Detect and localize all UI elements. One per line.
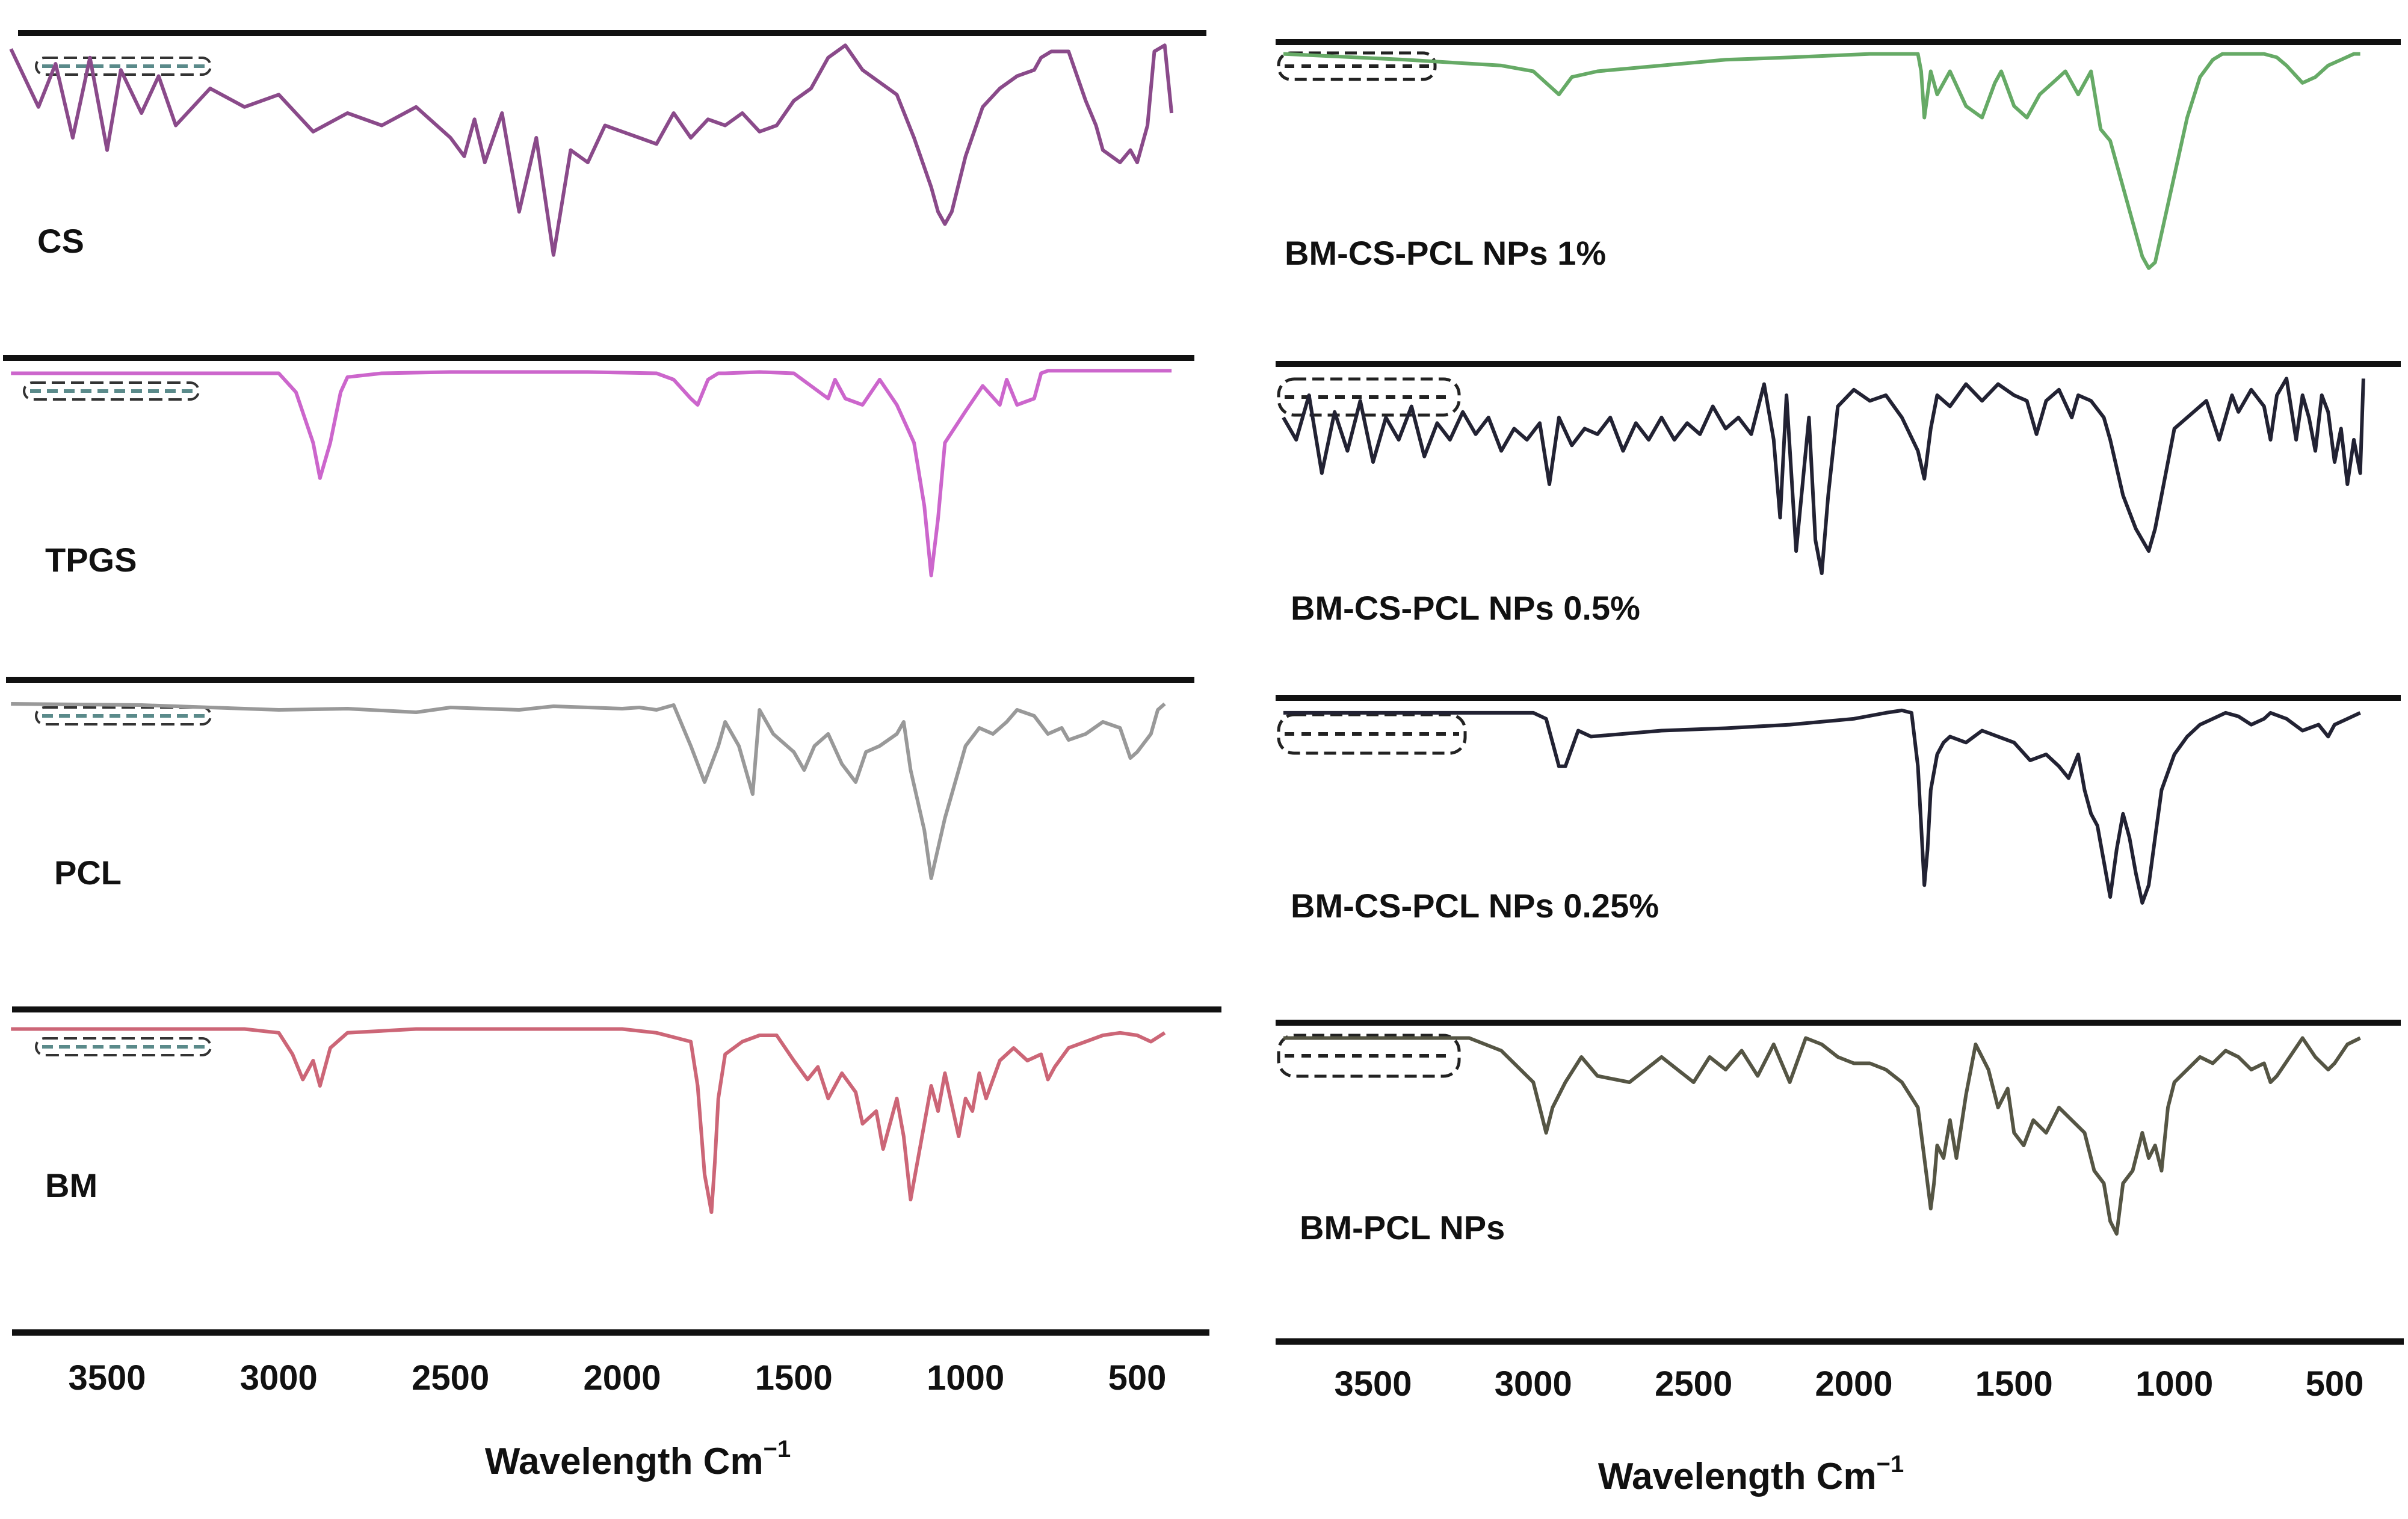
spectrum-label-bm-cs-pcl-025pct: BM-CS-PCL NPs 0.25% [1291,887,1659,925]
legend-glyph [23,381,200,401]
spectrum-line-tpgs [11,369,1172,578]
legend-glyph [1277,1034,1461,1078]
spectrum-label-pcl: PCL [54,854,122,892]
panel-bm-pcl: BM-PCL NPs [1276,1020,2401,1246]
spectrum-line-cs [9,43,1174,257]
spectrum-line-bm-cs-pcl-05pct [1282,377,2365,575]
x-axis-title: Wavelength Cm−1 [485,1436,791,1482]
x-tick-label: 2000 [583,1358,661,1397]
spectrum-label-bm-cs-pcl-05pct: BM-CS-PCL NPs 0.5% [1291,589,1640,627]
x-tick-label: 3500 [1334,1364,1412,1403]
spectrum-line [1283,1036,2361,1236]
x-axis-ticks: 3500 3000 2500 2000 1500 1000 500 [68,1358,1166,1397]
panel-cs: CS [9,30,1206,260]
panel-pcl: PCL [6,677,1194,892]
spectrum-line-pcl [11,702,1166,880]
x-tick-label: 2500 [412,1358,489,1397]
spectrum-line [11,1027,1166,1214]
x-axis-title-unit-exponent: −1 [764,1436,791,1462]
spectrum-label-tpgs: TPGS [45,541,137,579]
x-tick-label: 3000 [1495,1364,1572,1403]
x-tick-label: 3000 [240,1358,318,1397]
panel-bm-cs-pcl-025pct: BM-CS-PCL NPs 0.25% [1276,695,2401,925]
x-axis-title-main: Wavelength Cm [485,1441,764,1482]
spectrum-line-bm [11,1027,1166,1214]
spectrum-label-cs: CS [37,222,84,260]
spectrum-line [1283,52,2360,270]
spectrum-line-bm-pcl [1283,1036,2361,1236]
panel-bm-cs-pcl-05pct: BM-CS-PCL NPs 0.5% [1276,361,2401,627]
spectrum-line [11,702,1166,880]
spectrum-label-bm-cs-pcl-1pct: BM-CS-PCL NPs 1% [1285,234,1606,272]
spectrum-line-bm-cs-pcl-1pct [1283,52,2360,270]
spectrum-line [1283,708,2361,905]
x-tick-label: 500 [2306,1364,2364,1403]
x-tick-label: 1000 [927,1358,1004,1397]
panel-bm: BM [11,1006,1221,1214]
spectrum-line [9,43,1174,257]
panel-tpgs: TPGS [3,355,1194,579]
x-axis-title-main: Wavelength Cm [1598,1456,1877,1497]
x-tick-label: 1500 [755,1358,833,1397]
x-tick-label: 500 [1108,1358,1167,1397]
legend-glyph [1277,51,1437,81]
x-axis-ticks: 3500 3000 2500 2000 1500 1000 500 [1334,1364,2363,1403]
x-tick-label: 3500 [68,1358,146,1397]
panel-bm-cs-pcl-1pct: BM-CS-PCL NPs 1% [1276,39,2401,272]
legend-glyph [1277,713,1467,755]
x-axis-title-unit-exponent: −1 [1877,1451,1904,1477]
x-tick-label: 1500 [1975,1364,2053,1403]
spectrum-line-bm-cs-pcl-025pct [1283,708,2361,905]
legend-glyph [35,706,212,726]
legend-glyph [35,1037,212,1056]
legend-glyph [1277,377,1461,417]
left-column: CS TPGS PCL [3,30,1221,1482]
x-tick-label: 2500 [1655,1364,1732,1403]
spectrum-label-bm-pcl: BM-PCL NPs [1300,1209,1505,1246]
right-column: BM-CS-PCL NPs 1% BM-CS-PCL NPs 0.5% BM-C… [1276,39,2404,1497]
spectrum-line [11,369,1172,578]
spectrum-line [1282,377,2365,575]
x-tick-label: 2000 [1815,1364,1892,1403]
spectrum-label-bm: BM [45,1166,97,1204]
x-tick-label: 1000 [2135,1364,2213,1403]
x-axis-title: Wavelength Cm−1 [1598,1451,1904,1497]
